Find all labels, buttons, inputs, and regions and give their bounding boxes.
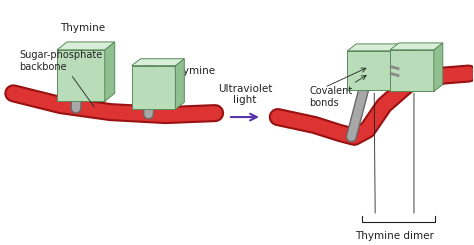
Polygon shape — [57, 50, 105, 101]
Polygon shape — [347, 51, 391, 90]
Polygon shape — [390, 43, 443, 50]
Polygon shape — [132, 59, 184, 66]
Polygon shape — [347, 44, 400, 51]
Text: Thymine: Thymine — [60, 23, 106, 33]
Polygon shape — [390, 50, 434, 91]
Text: Thymine: Thymine — [170, 66, 216, 76]
Text: Covalent
bonds: Covalent bonds — [310, 75, 366, 108]
Text: Sugar-phosphate
backbone: Sugar-phosphate backbone — [19, 50, 102, 107]
Text: Ultraviolet
light: Ultraviolet light — [218, 84, 272, 105]
Polygon shape — [391, 44, 400, 90]
Polygon shape — [175, 59, 184, 109]
Polygon shape — [105, 42, 115, 101]
Polygon shape — [132, 66, 175, 109]
Polygon shape — [57, 42, 115, 50]
Text: Thymine dimer: Thymine dimer — [355, 231, 434, 241]
Polygon shape — [434, 43, 443, 91]
